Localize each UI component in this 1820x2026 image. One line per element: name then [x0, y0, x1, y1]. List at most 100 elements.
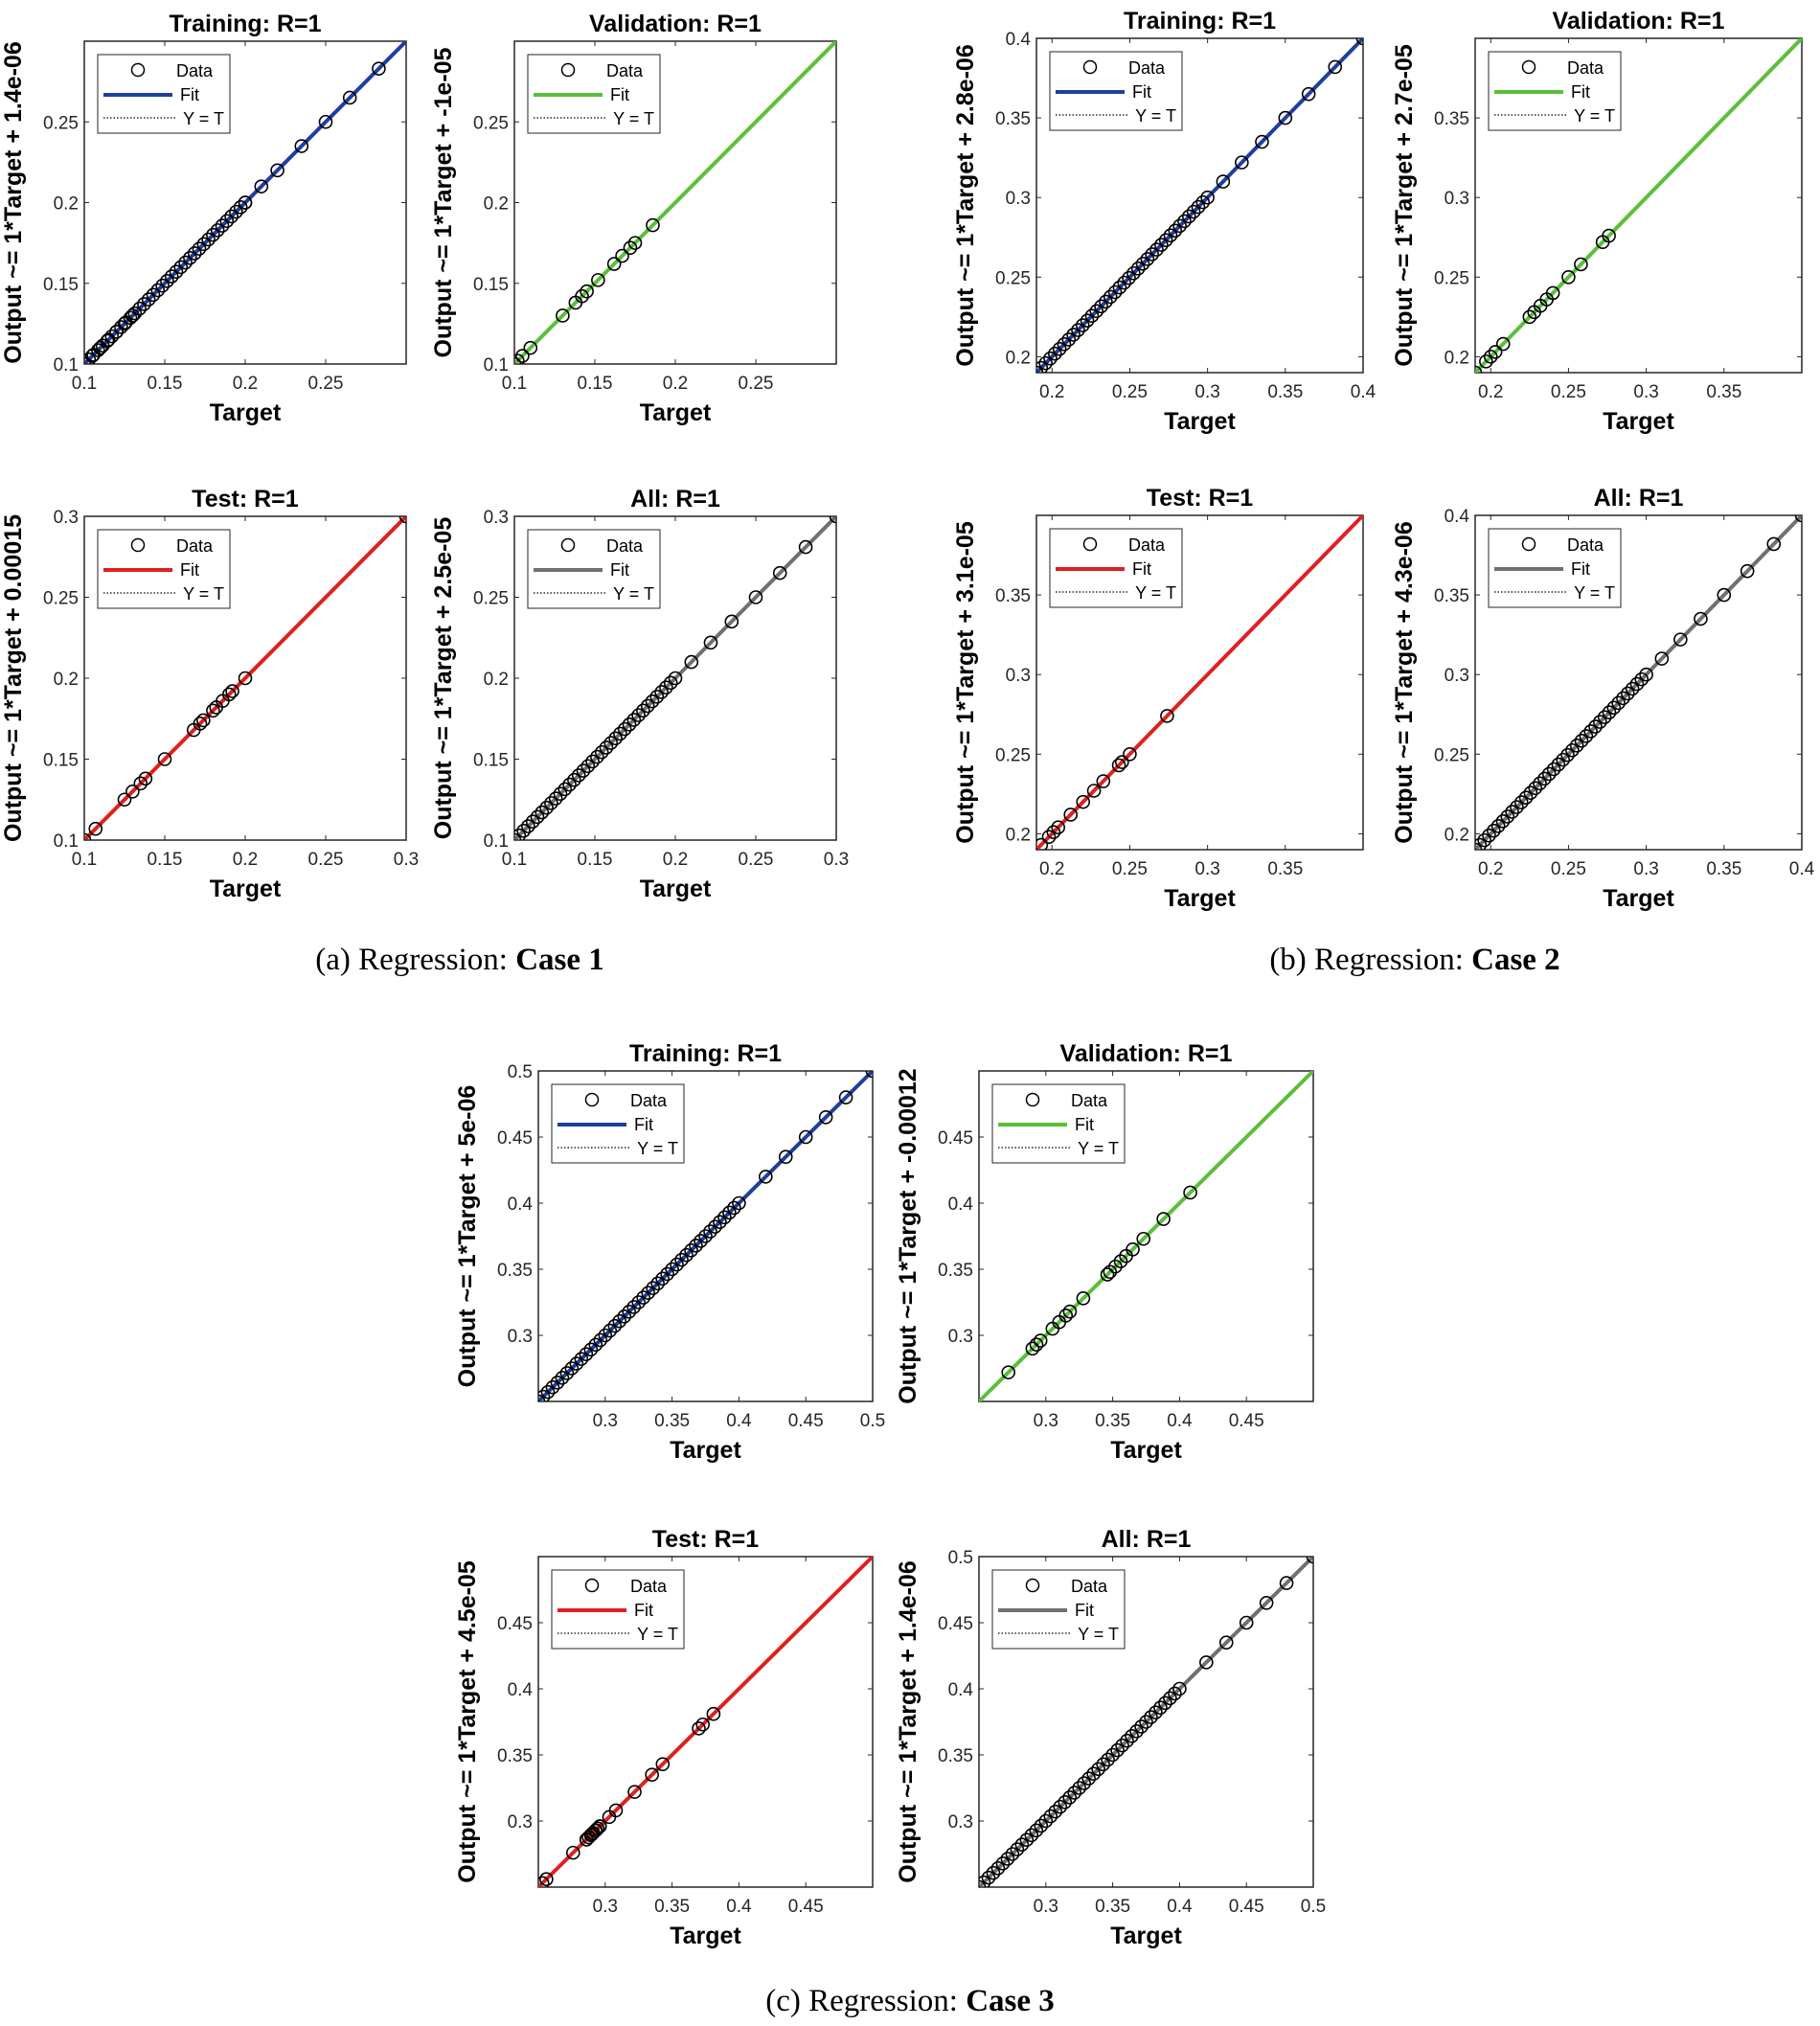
fit-line — [979, 1071, 1313, 1401]
y-tick-label: 0.35 — [497, 1746, 533, 1766]
data-point — [584, 1827, 600, 1842]
y-tick-label: 0.1 — [484, 831, 509, 852]
data-point — [580, 759, 596, 774]
legend-marker — [584, 1578, 600, 1593]
data-point — [114, 320, 128, 334]
data-point — [593, 1332, 608, 1348]
x-tick-label: 0.45 — [788, 1897, 824, 1917]
x-axis-label: Target — [210, 876, 282, 902]
data-point — [538, 1389, 551, 1401]
caption-bold: Case 1 — [515, 943, 604, 977]
data-point — [233, 200, 248, 215]
data-point — [545, 1379, 560, 1395]
data-point — [138, 771, 153, 786]
data-point — [717, 1210, 732, 1225]
y-tick-label: 0.3 — [1445, 189, 1469, 209]
data-point — [594, 744, 609, 760]
data-point — [1134, 1719, 1149, 1734]
x-tick-label: 0.3 — [1034, 1411, 1058, 1431]
data-point — [101, 332, 116, 348]
y-tick-label: 0.3 — [508, 1327, 533, 1347]
regression-plot-7: 0.2 0.25 0.3 0.35 0.2 0.25 0.3 0.35 Test: R=1 Tar… — [952, 485, 1364, 912]
y-axis-label: Output ~= 1*Target + 2.5e-05 — [430, 517, 457, 840]
data-point — [576, 763, 591, 778]
data-point — [1561, 269, 1576, 285]
data-point — [1149, 1705, 1163, 1719]
y-tick-label: 0.2 — [54, 670, 79, 690]
data-point — [1126, 265, 1141, 281]
data-point — [1629, 676, 1645, 692]
legend-label-identity: Y = T — [1574, 106, 1615, 125]
y-tick-label: 0.35 — [1434, 586, 1469, 606]
data-point — [1328, 59, 1343, 75]
x-tick-label: 0.35 — [1706, 382, 1741, 402]
legend-label-data: Data — [606, 61, 644, 80]
data-point — [655, 1757, 671, 1771]
data-point — [626, 1300, 642, 1314]
data-point — [1081, 1771, 1096, 1786]
data-point — [1136, 1231, 1151, 1246]
y-axis-label: Output ~= 1*Target + 2.7e-05 — [1391, 44, 1418, 367]
data-point — [615, 248, 629, 263]
data-point — [1495, 814, 1511, 829]
data-point — [548, 791, 563, 806]
data-point — [641, 1286, 655, 1300]
data-point — [1621, 686, 1635, 701]
data-point — [1084, 308, 1100, 324]
legend-marker — [130, 537, 146, 553]
y-tick-label: 0.45 — [938, 1128, 973, 1149]
data-point — [1139, 1715, 1153, 1729]
data-point — [1105, 1747, 1120, 1763]
data-point — [125, 784, 140, 799]
data-point — [1583, 724, 1598, 739]
data-point — [626, 713, 642, 727]
data-point — [1279, 1576, 1294, 1590]
data-point — [183, 250, 197, 265]
data-point — [818, 1110, 833, 1125]
fit-line — [514, 41, 836, 364]
data-point — [772, 565, 787, 580]
x-axis-label: Target — [670, 1923, 741, 1949]
legend: Data Fit Y = T — [97, 54, 231, 134]
data-point — [622, 717, 637, 732]
data-point — [646, 217, 660, 233]
caption-case-3: (c) Regression: Case 3 — [765, 1984, 1055, 2019]
legend-label-identity: Y = T — [1574, 583, 1615, 603]
data-point — [553, 786, 568, 802]
data-point — [708, 1219, 722, 1234]
data-point — [1477, 832, 1491, 848]
data-point — [342, 90, 357, 105]
data-point — [178, 255, 193, 270]
data-point — [1086, 784, 1102, 798]
data-point — [556, 308, 570, 323]
data-point — [703, 1224, 717, 1239]
data-point — [141, 292, 156, 307]
data-point — [640, 698, 655, 714]
data-point — [1038, 355, 1053, 371]
data-point — [1740, 563, 1755, 579]
data-point — [1103, 289, 1118, 305]
legend-marker — [584, 1092, 600, 1107]
data-point — [196, 713, 211, 728]
data-point — [679, 1247, 694, 1263]
data-point — [1058, 1794, 1073, 1810]
data-point — [759, 1170, 773, 1184]
data-point — [1160, 709, 1174, 723]
data-point — [125, 308, 140, 323]
legend-label-identity: Y = T — [1135, 583, 1176, 603]
data-point — [254, 179, 269, 193]
x-tick-label: 0.3 — [1633, 859, 1658, 879]
regression-plot-10: 0.3 0.35 0.4 0.45 0.3 0.35 0.4 0.45 Validation: … — [895, 1040, 1314, 1464]
data-point — [1183, 1185, 1197, 1200]
data-point — [169, 264, 184, 280]
y-tick-label: 0.45 — [497, 1614, 533, 1634]
legend-label-data: Data — [1128, 58, 1166, 78]
data-point — [1611, 695, 1626, 711]
data-point — [1019, 1833, 1035, 1848]
data-point — [569, 1356, 584, 1371]
y-tick-label: 0.1 — [484, 355, 509, 376]
caption-case-1: (a) Regression: Case 1 — [315, 943, 604, 978]
x-tick-label: 0.35 — [1095, 1411, 1130, 1431]
data-point — [555, 1371, 570, 1385]
data-point — [1278, 110, 1293, 125]
